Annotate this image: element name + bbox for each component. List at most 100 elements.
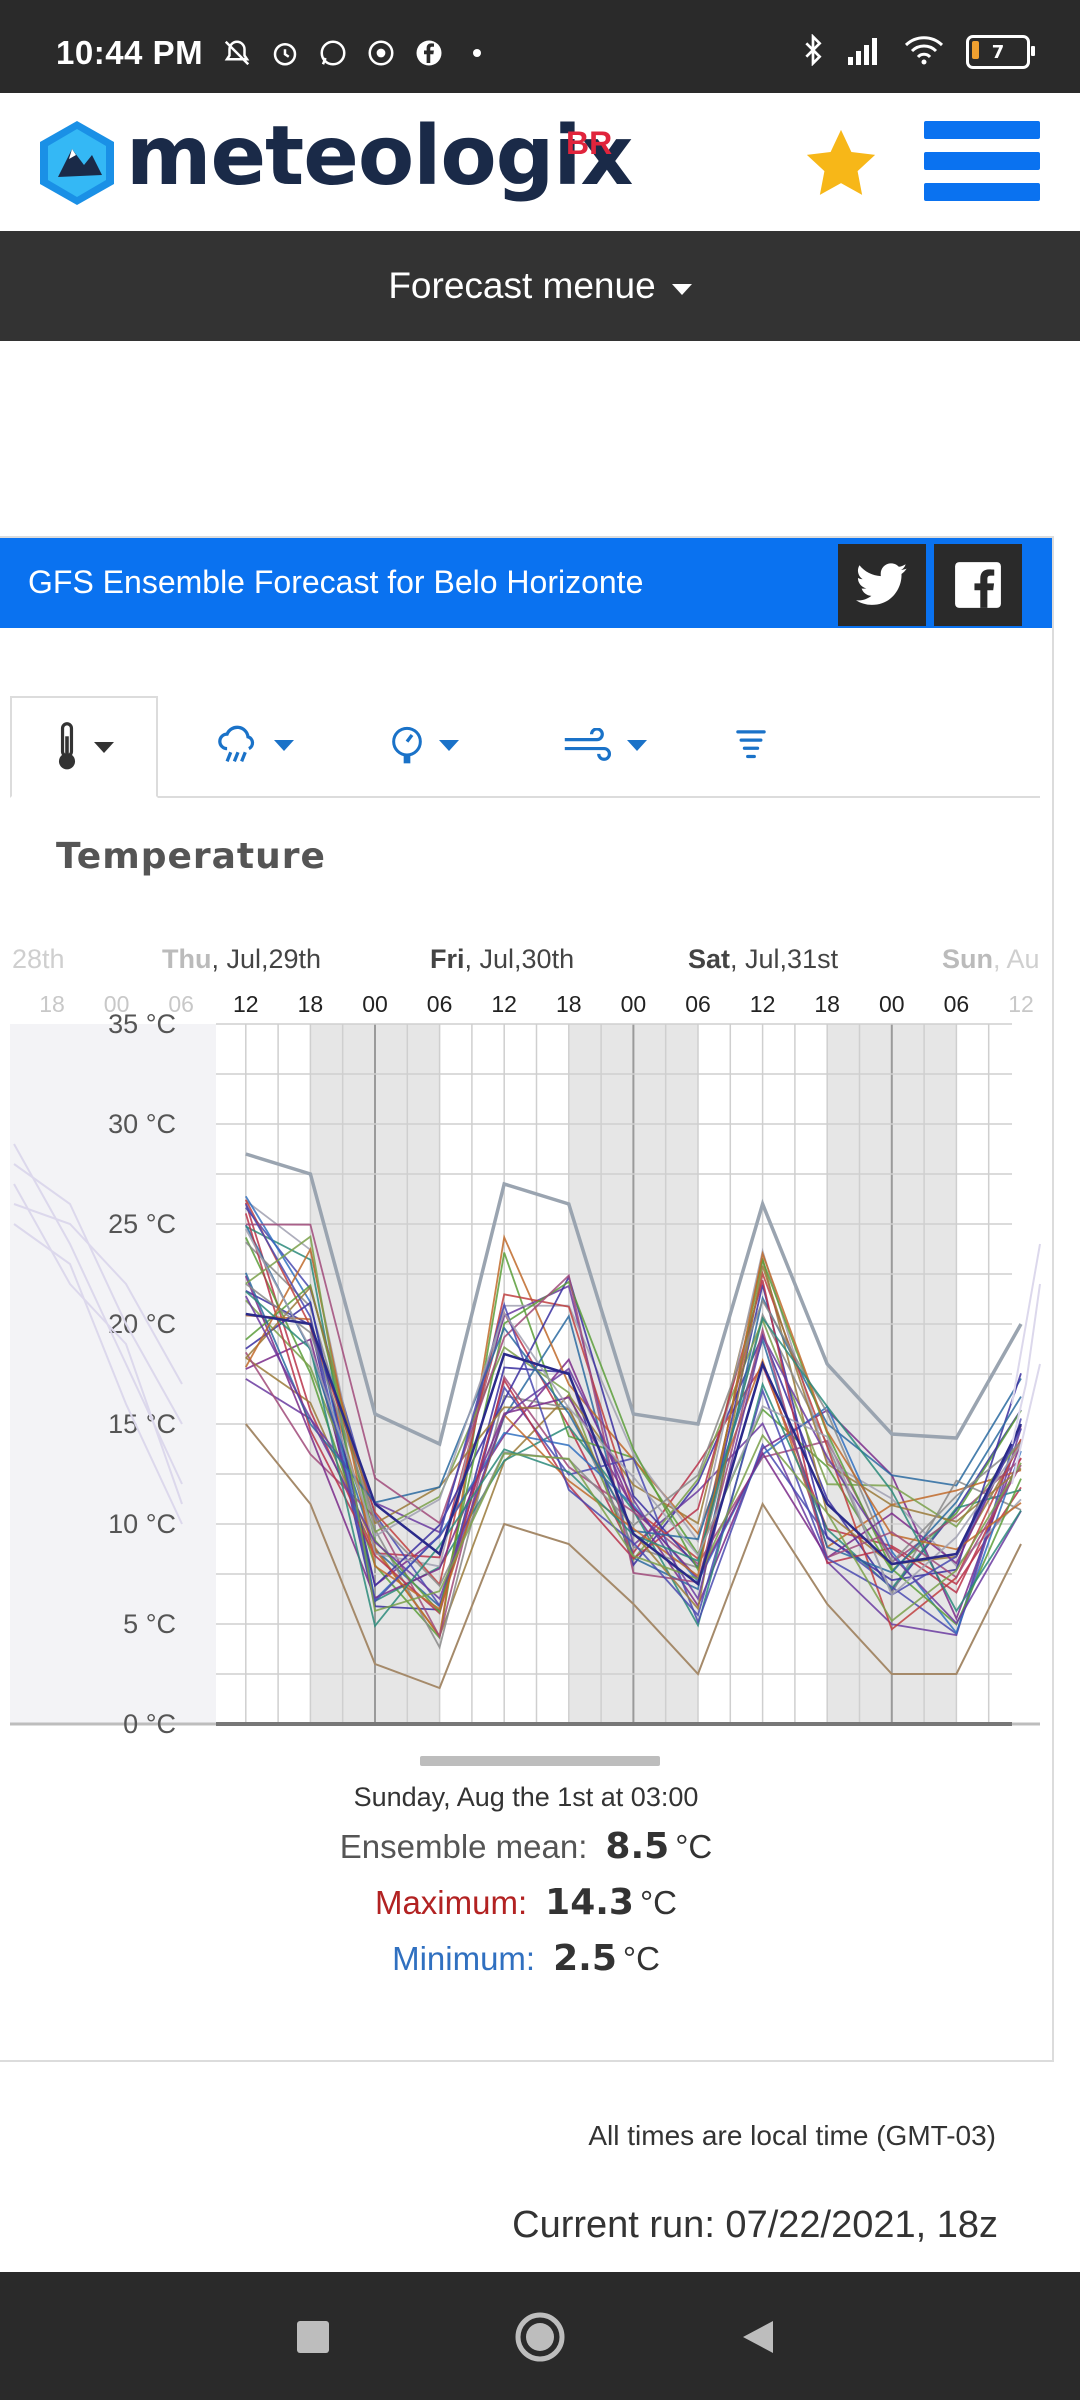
tab-pressure[interactable] — [364, 696, 484, 794]
logo-region: BR — [566, 125, 613, 161]
circle-icon — [515, 2312, 565, 2362]
history-line — [13, 1163, 183, 1425]
tab-precipitation[interactable] — [190, 696, 320, 794]
widget-title: GFS Ensemble Forecast for Belo Horizonte — [28, 564, 644, 600]
day-label: Sun, Au — [942, 944, 1040, 974]
site-header: meteologix BR — [0, 93, 1080, 231]
wind-icon — [564, 728, 611, 761]
hamburger-menu-button[interactable] — [924, 121, 1040, 201]
x-hour-label: 18 — [298, 991, 324, 1017]
min-unit: °C — [622, 1940, 660, 1977]
chrome-icon — [364, 36, 398, 70]
whatsapp-icon — [316, 36, 350, 70]
ensemble-member-line — [245, 1295, 1022, 1625]
alarm-icon — [268, 36, 302, 70]
ensemble-member-line — [245, 1246, 1022, 1611]
notification-icons — [220, 36, 494, 70]
facebook-icon — [412, 36, 446, 70]
meteologix-logo-icon[interactable] — [36, 119, 118, 207]
y-tick-label: 35 °C — [108, 1009, 176, 1039]
ensemble-member-line — [244, 1213, 1022, 1615]
y-tick-label: 10 °C — [108, 1509, 176, 1539]
x-hour-label: 12 — [750, 991, 776, 1017]
y-tick-label: 25 °C — [108, 1209, 176, 1239]
min-value: 2.5 — [553, 1938, 617, 1979]
chevron-down-icon — [94, 741, 114, 753]
ensemble-member-line — [245, 1207, 1022, 1636]
day-label: 28th — [12, 944, 65, 974]
history-line — [13, 1203, 183, 1385]
mean-unit: °C — [675, 1828, 713, 1865]
status-bar: 10:44 PM 7 — [0, 0, 1080, 93]
max-unit: °C — [639, 1884, 678, 1921]
twitter-icon — [856, 563, 908, 605]
chevron-down-icon — [671, 283, 692, 295]
x-hour-label: 12 — [1008, 991, 1034, 1017]
x-hour-label: 12 — [233, 991, 259, 1017]
max-value: 14.3 — [545, 1882, 634, 1923]
x-hour-label: 00 — [621, 991, 647, 1017]
temperature-chart[interactable]: 35 °C30 °C25 °C20 °C15 °C10 °C5 °C0 °C18… — [0, 878, 1050, 1738]
system-icons: 7 — [802, 33, 1035, 70]
x-hour-label: 00 — [104, 991, 130, 1017]
mean-series-line — [245, 1312, 1023, 1587]
max-series-line — [245, 1152, 1023, 1447]
forecast-menu-button[interactable]: Forecast menue — [0, 231, 1080, 341]
chart-title: Temperature — [56, 836, 326, 877]
current-run: Current run: 07/22/2021, 18z — [512, 2204, 998, 2246]
future-line — [1011, 1283, 1041, 1445]
max-label: Maximum: — [374, 1884, 528, 1921]
logo-text[interactable]: meteologix — [126, 109, 633, 204]
tab-wind[interactable] — [540, 696, 670, 794]
mute-icon — [220, 36, 254, 70]
forecast-menu-label: Forecast menue — [388, 265, 656, 306]
tornado-icon — [736, 730, 766, 759]
tooltip-date: Sunday, Aug the 1st at 03:00 — [353, 1782, 699, 1812]
y-tick-label: 5 °C — [123, 1609, 176, 1639]
day-label: Thu, Jul,29th — [162, 944, 321, 974]
ensemble-forecast-widget: GFS Ensemble Forecast for Belo Horizonte — [0, 536, 1054, 2062]
y-tick-label: 15 °C — [108, 1409, 176, 1439]
x-hour-label: 00 — [879, 991, 905, 1017]
ensemble-member-line — [245, 1228, 1022, 1597]
x-hour-label: 06 — [944, 991, 970, 1017]
ensemble-member-line — [245, 1274, 1022, 1588]
back-triangle-icon — [743, 2321, 773, 2353]
status-time: 10:44 PM — [56, 34, 204, 71]
min-series-line — [245, 1423, 1022, 1690]
battery-icon: 7 — [966, 35, 1035, 69]
back-button[interactable] — [722, 2302, 792, 2372]
tab-storm[interactable] — [716, 696, 786, 794]
timezone-note: All times are local time (GMT-03) — [588, 2120, 996, 2151]
home-button[interactable] — [505, 2302, 575, 2372]
mean-value: 8.5 — [605, 1826, 670, 1867]
mean-label: Ensemble mean: — [339, 1828, 588, 1865]
tab-temperature[interactable] — [10, 696, 158, 798]
history-line — [13, 1223, 183, 1525]
x-hour-label: 18 — [39, 991, 65, 1017]
wifi-icon — [904, 35, 944, 69]
tooltip-mean-row: Ensemble mean: 8.5 °C — [0, 1826, 1052, 1867]
x-hour-label: 06 — [685, 991, 711, 1017]
twitter-share-button[interactable] — [838, 544, 926, 626]
battery-level: 7 — [991, 41, 1005, 63]
history-line — [13, 1183, 183, 1505]
signal-icon — [846, 35, 882, 69]
x-hour-label: 06 — [168, 991, 194, 1017]
bluetooth-icon — [802, 33, 824, 70]
tooltip-max-row: Maximum: 14.3 °C — [0, 1882, 1052, 1923]
chart-scrollbar[interactable] — [420, 1756, 660, 1766]
y-tick-label: 0 °C — [123, 1709, 176, 1738]
pressure-gauge-icon — [392, 726, 422, 764]
tooltip-min-row: Minimum: 2.5 °C — [0, 1938, 1052, 1979]
chevron-down-icon — [439, 739, 459, 751]
dot-icon — [460, 36, 494, 70]
day-label: Fri, Jul,30th — [430, 944, 574, 974]
favorite-star-icon[interactable] — [800, 125, 882, 203]
x-hour-label: 00 — [362, 991, 388, 1017]
facebook-share-button[interactable] — [934, 544, 1022, 626]
x-hour-label: 12 — [491, 991, 517, 1017]
recents-button[interactable] — [278, 2302, 348, 2372]
x-hour-label: 06 — [427, 991, 453, 1017]
facebook-icon — [955, 562, 1001, 608]
